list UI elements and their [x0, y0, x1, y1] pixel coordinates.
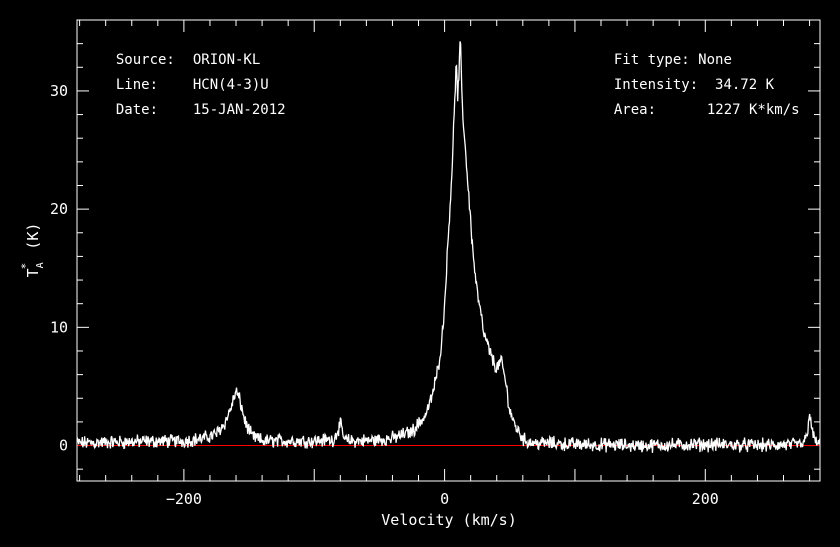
- spectrum-line: [76, 41, 821, 453]
- axis-ticks: [77, 19, 820, 481]
- source-key: Source:: [115, 52, 175, 68]
- area-line: Area: 1227 K*km/s: [597, 86, 800, 118]
- source-line: Source: ORION-KL: [99, 36, 260, 68]
- fit-type-line: Fit type: None: [597, 36, 732, 68]
- date-key: Date:: [115, 102, 159, 118]
- date-line: Date: 15-JAN-2012: [99, 86, 286, 118]
- y-tick-label: 30: [50, 82, 68, 100]
- intensity-line: Intensity: 34.72 K: [597, 61, 774, 93]
- x-tick-label: 0: [440, 490, 449, 508]
- date-value: 15-JAN-2012: [192, 102, 286, 118]
- x-tick-label: −200: [166, 490, 202, 508]
- y-tick-label: 10: [50, 318, 68, 336]
- intensity-key: Intensity:: [613, 77, 699, 93]
- tick-labels: −200 0 200 0 10 20 30: [50, 82, 719, 508]
- source-value: ORION-KL: [192, 52, 261, 68]
- line-line: Line: HCN(4-3)U: [99, 61, 269, 93]
- plot-frame: [76, 19, 821, 482]
- fit-type-key: Fit type:: [613, 52, 690, 68]
- x-tick-label: 200: [692, 490, 719, 508]
- area-value: 1227 K*km/s: [706, 102, 800, 118]
- x-axis-label: Velocity (km/s): [381, 511, 516, 529]
- fit-type-value: None: [698, 52, 732, 68]
- y-tick-label: 20: [50, 200, 68, 218]
- y-tick-label: 0: [59, 437, 68, 455]
- y-axis-label: TA* (K): [19, 223, 46, 278]
- line-value: HCN(4-3)U: [192, 77, 269, 93]
- svg-text:TA* (K): TA* (K): [19, 223, 46, 278]
- area-key: Area:: [613, 102, 657, 118]
- line-key: Line:: [115, 77, 159, 93]
- intensity-value: 34.72 K: [715, 77, 775, 93]
